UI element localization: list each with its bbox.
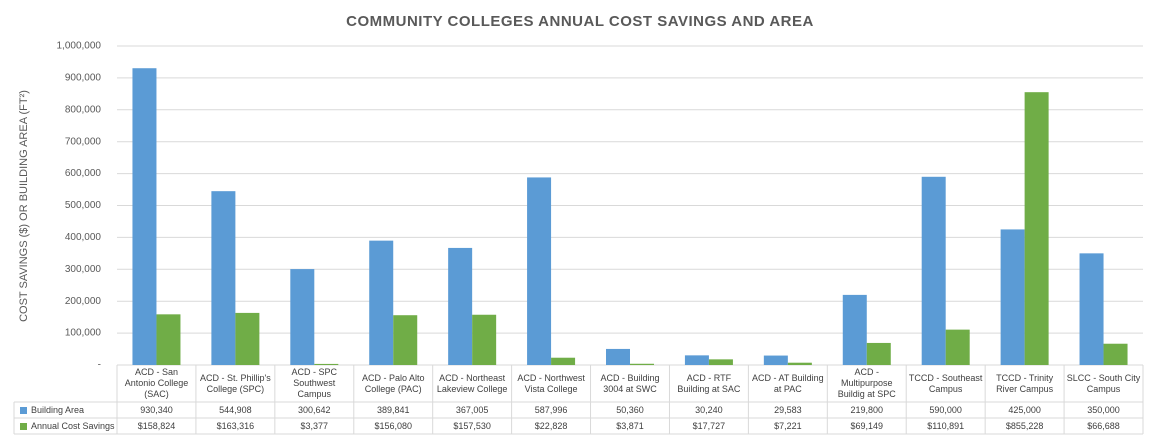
y-axis-label: COST SAVINGS ($) OR BUILDING AREA (FT²) bbox=[18, 90, 30, 322]
y-tick-label: 600,000 bbox=[65, 168, 102, 179]
data-table-value: 590,000 bbox=[929, 404, 962, 415]
bar bbox=[630, 363, 654, 365]
y-tick-label: 400,000 bbox=[65, 232, 102, 243]
bar bbox=[156, 314, 181, 365]
bar bbox=[211, 191, 236, 365]
category-label: ACD - RTF Building at SAC bbox=[677, 372, 741, 394]
chart-title: COMMUNITY COLLEGES ANNUAL COST SAVINGS A… bbox=[346, 13, 814, 30]
data-table-value: $156,080 bbox=[374, 420, 412, 431]
y-tick-label: 300,000 bbox=[65, 264, 102, 275]
bar bbox=[763, 355, 788, 365]
bar bbox=[527, 177, 552, 365]
y-tick-label: 200,000 bbox=[65, 296, 102, 307]
data-table-value: 300,642 bbox=[298, 404, 331, 415]
legend-entry: Annual Cost Savings bbox=[14, 418, 117, 434]
bar bbox=[866, 342, 891, 365]
y-tick-label: 700,000 bbox=[65, 136, 102, 147]
category-label: ACD - Northeast Lakeview College bbox=[436, 372, 508, 394]
legend-key bbox=[20, 422, 27, 430]
bar bbox=[1103, 343, 1128, 365]
category-label: ACD - SPC Southwest Campus bbox=[291, 367, 338, 399]
y-tick-label: 1,000,000 bbox=[57, 41, 102, 52]
bar bbox=[606, 348, 630, 365]
data-table-value: 30,240 bbox=[695, 404, 723, 415]
data-table-value: 367,005 bbox=[455, 404, 489, 415]
legend-entry: Building Area bbox=[14, 402, 117, 418]
y-tick-label: 500,000 bbox=[65, 200, 102, 211]
data-table-value: 587,996 bbox=[534, 404, 568, 415]
y-tick-label: 900,000 bbox=[65, 73, 102, 84]
category-label: ACD - Building 3004 at SWC bbox=[600, 372, 660, 394]
data-table-value: $7,221 bbox=[774, 420, 802, 431]
bar bbox=[1000, 229, 1025, 365]
bar bbox=[290, 269, 315, 365]
bar bbox=[448, 247, 473, 365]
bar bbox=[551, 357, 576, 365]
y-tick-label: 100,000 bbox=[65, 328, 102, 339]
data-table-value: $158,824 bbox=[137, 420, 176, 431]
bar bbox=[132, 68, 157, 365]
bar bbox=[369, 240, 394, 365]
bar bbox=[393, 315, 418, 365]
bar bbox=[472, 314, 497, 365]
data-table-value: $22,828 bbox=[534, 420, 568, 431]
data-table-value: $66,688 bbox=[1087, 420, 1120, 431]
data-table-value: 425,000 bbox=[1008, 404, 1041, 415]
data-table-value: 389,841 bbox=[376, 404, 410, 415]
data-table-value: 544,908 bbox=[219, 404, 252, 415]
legend-label: Building Area bbox=[31, 405, 85, 415]
data-table-value: 350,000 bbox=[1087, 404, 1120, 415]
y-tick-label: - bbox=[98, 360, 101, 371]
category-label: SLCC - South City Campus bbox=[1066, 372, 1141, 394]
bar bbox=[842, 294, 867, 365]
y-tick-label: 800,000 bbox=[65, 104, 102, 115]
bar bbox=[684, 355, 709, 365]
data-table-value: 930,340 bbox=[140, 404, 173, 415]
category-label: ACD - Northwest Vista College bbox=[517, 372, 585, 394]
data-table-value: $3,377 bbox=[300, 420, 329, 431]
bar bbox=[708, 359, 733, 365]
bar bbox=[235, 312, 260, 365]
category-label: ACD - San Antonio College (SAC) bbox=[124, 367, 189, 399]
data-table-value: $110,891 bbox=[927, 420, 965, 431]
category-label: ACD - St. Phillip's College (SPC) bbox=[200, 372, 271, 394]
bar bbox=[921, 176, 946, 365]
data-table-value: 29,583 bbox=[774, 404, 802, 415]
bar bbox=[945, 329, 970, 365]
data-table-value: $69,149 bbox=[850, 420, 884, 431]
category-label: ACD - Multipurpose Buildig at SPC bbox=[837, 367, 896, 399]
bar bbox=[1079, 253, 1104, 365]
category-label: TCCD - Southeast Campus bbox=[908, 372, 983, 394]
bar bbox=[314, 363, 339, 365]
data-table-value: $855,228 bbox=[1005, 420, 1044, 431]
data-table-value: $157,530 bbox=[453, 420, 491, 431]
data-table-value: 219,800 bbox=[850, 404, 884, 415]
data-table-value: $17,727 bbox=[692, 420, 726, 431]
data-table-value: $163,316 bbox=[216, 420, 255, 431]
category-label: ACD - Palo Alto College (PAC) bbox=[361, 372, 425, 394]
data-table-value: $3,871 bbox=[616, 420, 644, 431]
legend-key bbox=[20, 406, 27, 414]
category-label: TCCD - Trinity River Campus bbox=[996, 372, 1054, 394]
legend-label: Annual Cost Savings bbox=[31, 421, 115, 431]
data-table-value: 50,360 bbox=[616, 404, 644, 415]
bar bbox=[1024, 92, 1049, 366]
bar bbox=[787, 362, 812, 365]
category-label: ACD - AT Building at PAC bbox=[751, 372, 824, 394]
